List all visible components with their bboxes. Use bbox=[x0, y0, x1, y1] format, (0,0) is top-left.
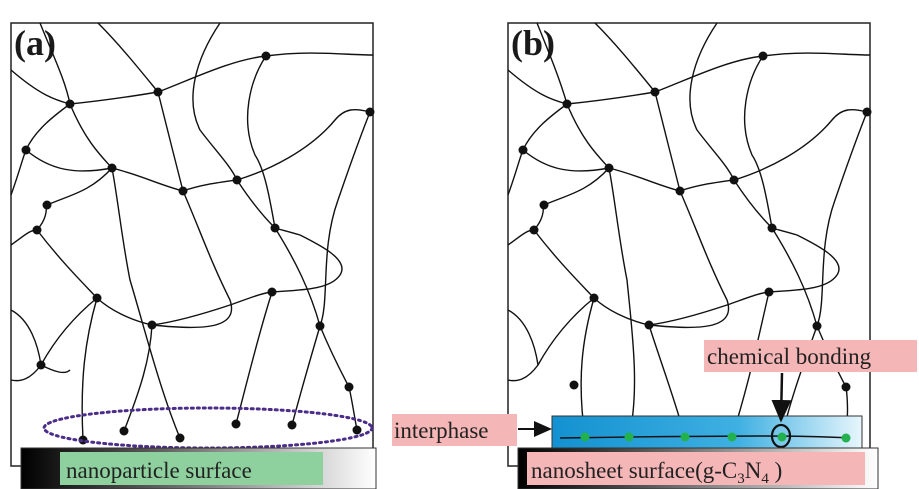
panel-a-crosslinks bbox=[21, 51, 375, 392]
nanoparticle-surface-label: nanoparticle surface bbox=[66, 458, 252, 483]
interphase-layer bbox=[551, 415, 863, 449]
chemical-bonding-label-bg bbox=[704, 340, 917, 372]
panel-a-label: (a) bbox=[14, 23, 56, 63]
panel-b-crosslinks bbox=[518, 51, 872, 392]
interphase-bond-line bbox=[559, 435, 851, 439]
panel-a-dotted-ellipse bbox=[42, 406, 374, 450]
panel-b: (b) bbox=[392, 22, 917, 489]
interphase-label: interphase bbox=[394, 418, 489, 443]
chemical-bonding-marker bbox=[770, 423, 792, 449]
nanosheet-surface-label: nanosheet surface(g-C3N4 ) bbox=[531, 458, 782, 487]
nanosheet-surface-label-bg bbox=[527, 452, 865, 485]
nanoparticle-surface-label-bg bbox=[60, 452, 323, 485]
panel-a-chain-ends bbox=[78, 419, 362, 445]
panel-b-label: (b) bbox=[511, 23, 555, 63]
panel-b-chains bbox=[507, 22, 871, 439]
chemical-bonding-arrow bbox=[771, 372, 792, 423]
panel-b-bonding-sites bbox=[580, 432, 851, 443]
panel-a: (a) bbox=[10, 22, 377, 489]
panel-a-chains bbox=[10, 22, 374, 441]
interphase-label-bg bbox=[392, 414, 517, 446]
chemical-bonding-label: chemical bonding bbox=[707, 344, 872, 369]
